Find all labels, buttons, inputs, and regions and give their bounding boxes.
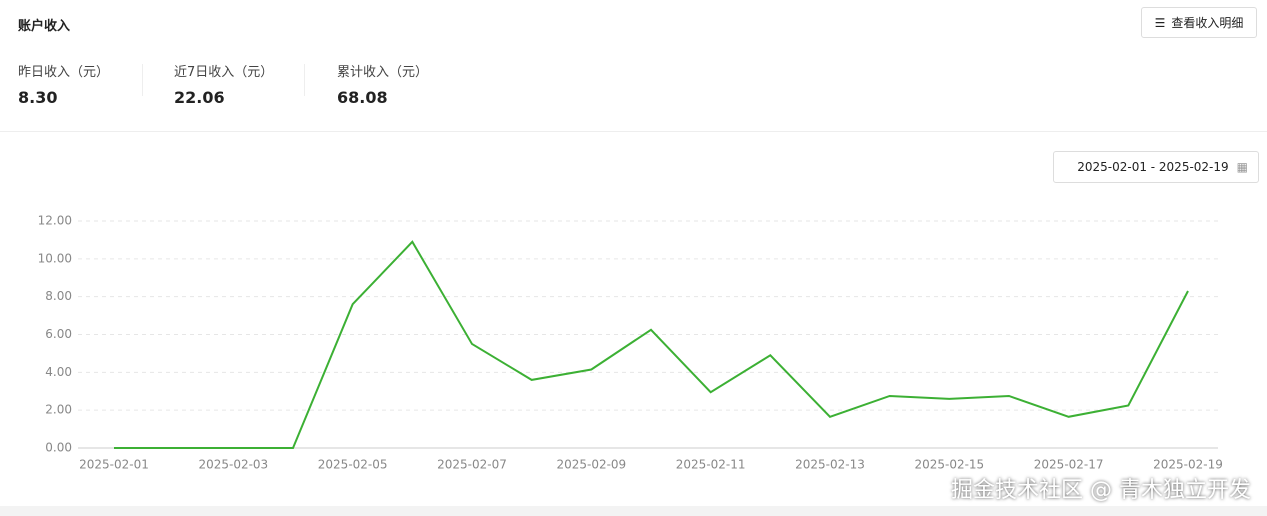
date-picker[interactable]: 2025-02-01 - 2025-02-19 ▦ [1053, 151, 1259, 183]
x-tick-label: 2025-02-17 [1034, 458, 1104, 472]
y-tick-label: 4.00 [45, 365, 72, 379]
stat-value: 22.06 [174, 88, 225, 107]
stat-label: 昨日收入（元） [18, 65, 110, 80]
stat: 近7日收入（元） 22.06 [174, 61, 273, 107]
y-tick-label: 8.00 [45, 289, 72, 303]
stat: 累计收入（元） 68.08 [337, 61, 428, 107]
stat-label: 累计收入（元） [337, 65, 429, 80]
stat-label: 近7日收入（元） [174, 65, 274, 80]
y-tick-label: 10.00 [38, 251, 72, 265]
watermark: 掘金技术社区 @ 青木独立开发 [951, 478, 1251, 503]
stat-value: 68.08 [337, 88, 388, 107]
x-tick-label: 2025-02-05 [318, 458, 388, 472]
divider [0, 131, 1267, 132]
y-tick-label: 0.00 [45, 441, 72, 455]
calendar-icon: ▦ [1236, 160, 1248, 174]
x-tick-label: 2025-02-19 [1153, 458, 1223, 472]
stat-value: 8.30 [18, 88, 58, 107]
separator [304, 64, 305, 96]
list-icon: ☰ [1154, 15, 1166, 30]
y-tick-label: 2.00 [45, 403, 72, 417]
line [114, 240, 1189, 449]
footer-band [0, 506, 1267, 516]
date-range[interactable]: 2025-02-01 - 2025-02-19 [1077, 160, 1229, 174]
y-tick-label: 6.00 [45, 327, 72, 341]
stat: 昨日收入（元） 8.30 [18, 61, 109, 107]
x-tick-label: 2025-02-11 [676, 458, 746, 472]
x-tick-label: 2025-02-09 [556, 458, 626, 472]
separator [142, 64, 143, 96]
x-tick-label: 2025-02-07 [437, 458, 507, 472]
y-tick-label: 12.00 [38, 214, 72, 228]
x-tick-label: 2025-02-03 [198, 458, 268, 472]
x-tick-label: 2025-02-13 [795, 458, 865, 472]
page-title: 账户收入 [18, 19, 71, 34]
button-label[interactable]: 查看收入明细 [1171, 16, 1244, 30]
detail-button[interactable]: ☰ 查看收入明细 [1141, 7, 1257, 38]
x-tick-label: 2025-02-01 [79, 458, 149, 472]
x-tick-label: 2025-02-15 [914, 458, 984, 472]
